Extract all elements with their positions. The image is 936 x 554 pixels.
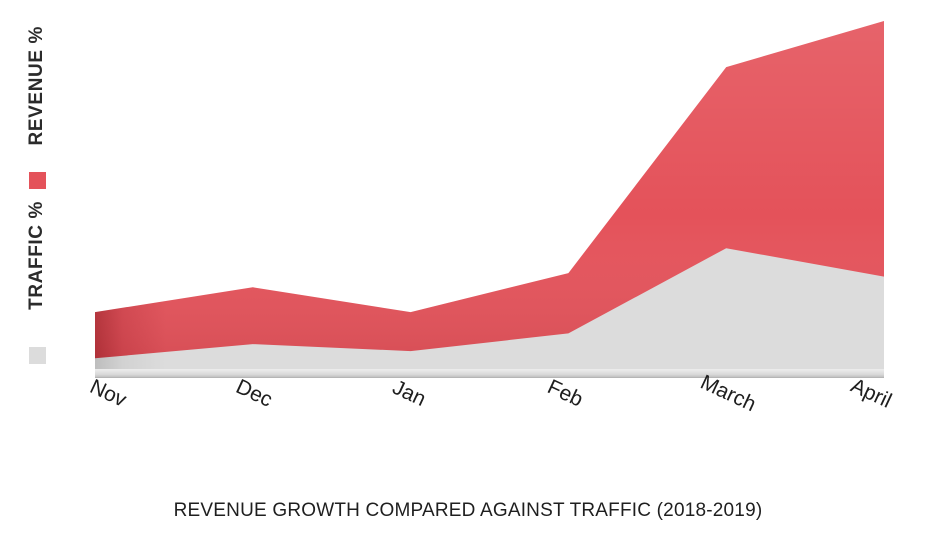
legend-swatch-traffic [29, 347, 46, 364]
legend-item-traffic[interactable]: TRAFFIC % [0, 195, 70, 365]
x-axis-labels: Nov Dec Jan Feb March April [0, 371, 936, 453]
traffic-area-path [95, 248, 884, 376]
series-area-traffic [95, 248, 884, 376]
plot-area [95, 21, 884, 378]
chart-legend: REVENUE % TRAFFIC % [0, 0, 70, 390]
legend-swatch-revenue [29, 172, 46, 189]
area-chart-svg [95, 21, 884, 378]
axis-baseline [95, 369, 884, 378]
chart-caption: REVENUE GROWTH COMPARED AGAINST TRAFFIC … [173, 500, 763, 521]
legend-item-revenue[interactable]: REVENUE % [0, 20, 70, 190]
